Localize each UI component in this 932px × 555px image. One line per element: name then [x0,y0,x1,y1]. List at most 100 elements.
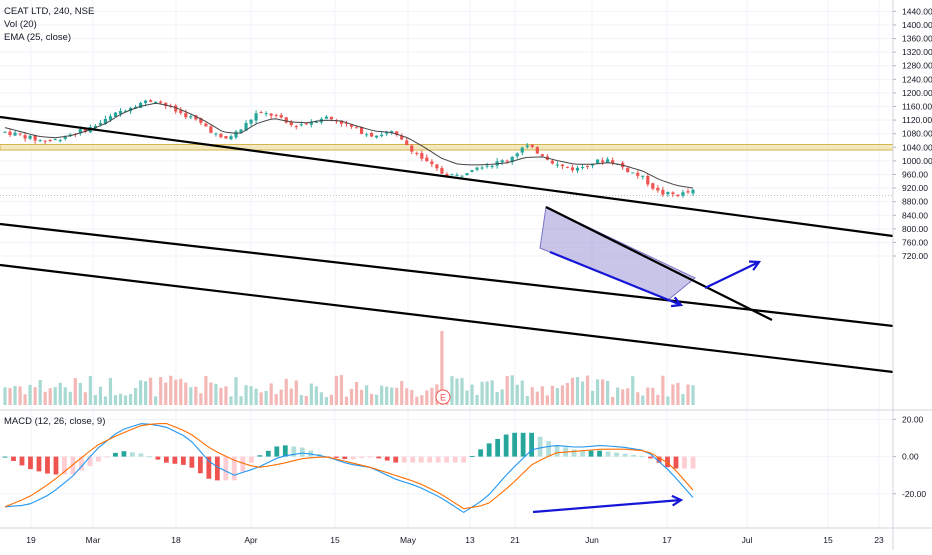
candle-body [525,145,529,147]
volume-bar [395,387,399,405]
macd-histogram-bar [690,456,696,469]
volume-bar [691,385,695,405]
volume-bar [475,394,479,405]
volume-bar [380,385,384,405]
price-tick-label: 1200.00 [902,88,932,98]
macd-histogram-bar [231,456,237,481]
candle-body [8,131,12,136]
candle-body [510,156,514,163]
candle-body [450,174,454,176]
macd-histogram-bar [248,456,254,463]
volume-bar [590,390,595,405]
volume-bar [68,391,72,405]
macd-histogram-bar [648,456,653,459]
macd-histogram-bar [478,449,484,457]
candle-body [53,139,57,141]
candle-body [550,160,554,164]
price-tick-label: 840.00 [902,210,928,220]
candle-body [651,183,655,189]
candle-body [595,159,600,164]
volume-bar [470,384,474,405]
volume-bar [244,385,248,405]
macd-histogram-bar [53,456,59,475]
volume-bar [349,388,354,405]
candle-body [299,124,303,126]
volume-bar [580,381,585,405]
price-tick-label: 1400.00 [902,20,932,30]
price-tick-label: 800.00 [902,224,928,234]
volume-bar [38,379,42,405]
macd-histogram-bar [79,456,84,471]
candle-body [83,129,87,132]
candle-body [209,126,213,133]
volume-bar [169,375,173,405]
candle-body [18,133,22,135]
candle-body [369,133,374,137]
symbol-legend: CEAT LTD, 240, NSE [4,6,95,17]
candle-body [465,173,469,176]
macd-line [4,423,694,514]
volume-bar [128,393,133,405]
candle-body [284,117,288,123]
candle-body [194,115,198,120]
candle-body [676,194,680,197]
candle-body [314,121,318,123]
price-tick-label: 1160.00 [902,102,932,112]
macd-histogram-bar [435,456,441,463]
volume-bar [661,375,665,405]
volume-bar [194,386,198,405]
macd-histogram-bar [189,456,195,468]
volume-bar [144,381,148,405]
time-tick-label: May [400,535,417,545]
volume-bar [415,396,419,405]
candle-body [565,166,570,168]
macd-histogram-bar [240,456,246,472]
macd-histogram-bar [130,452,135,457]
macd-histogram-bar [265,450,271,457]
candle-body [189,116,193,118]
macd-histogram-bar [537,436,543,457]
macd-histogram-bar [622,453,628,457]
candle-body [118,110,123,114]
volume-bar [540,386,544,405]
candle-body [395,131,399,135]
volume-bar [641,395,645,405]
macd-histogram-bar [673,456,679,469]
candle-body [98,122,103,125]
candle-body [274,114,278,116]
macd-histogram-bar [427,456,433,463]
volume-bar [585,375,590,405]
macd-histogram-bar [45,456,50,474]
candle-body [103,118,108,124]
candle-body [435,164,439,169]
candle-body [691,189,695,194]
candle-body [38,140,42,142]
candle-body [309,122,313,125]
time-tick-label: 15 [823,535,833,545]
volume-bar [520,380,524,405]
support-zone [0,144,894,151]
macd-histogram-bar [384,456,390,461]
candle-body [289,121,293,125]
macd-tick-label: -20.00 [902,489,926,499]
price-tick-label: 960.00 [902,169,928,179]
volume-bar [239,396,243,405]
candle-body [425,157,429,162]
macd-histogram-bar [401,456,407,463]
volume-bar [294,380,298,405]
volume-bar [390,387,394,405]
macd-histogram-bar [197,456,203,474]
macd-histogram-bar [342,456,348,460]
candle-body [113,112,118,117]
volume-bar [460,377,464,405]
price-tick-label: 920.00 [902,183,928,193]
macd-histogram-bar [614,452,619,457]
volume-bar [500,389,504,405]
volume-bar [651,387,655,405]
candle-body [410,145,414,152]
candle-body [364,134,369,136]
candle-body [646,175,650,185]
volume-bar [405,388,409,405]
